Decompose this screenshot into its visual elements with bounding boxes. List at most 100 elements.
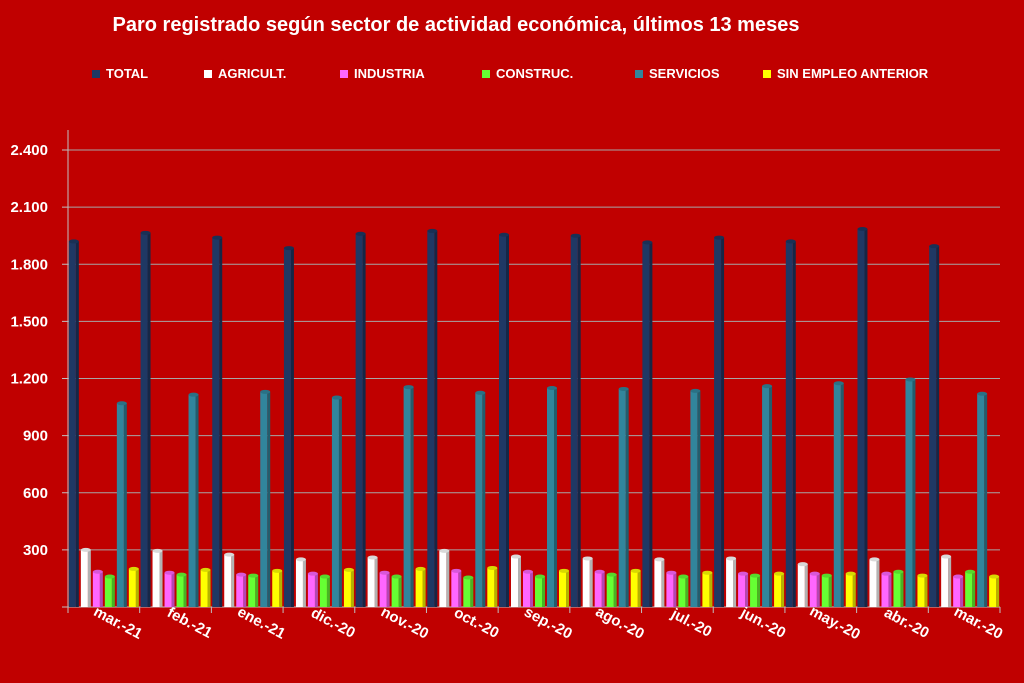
bar-top: [152, 548, 163, 553]
x-category-label: dic.-20: [308, 604, 358, 641]
bar: [272, 570, 280, 607]
bar-top: [547, 386, 557, 391]
y-tick-label: 900: [23, 428, 48, 445]
legend-label: AGRICULT.: [218, 66, 287, 81]
legend-swatch: [635, 69, 643, 78]
bar-side: [745, 573, 749, 607]
bar-top: [893, 569, 904, 574]
bar-side: [386, 572, 390, 607]
bar-side: [828, 575, 832, 607]
bar: [295, 559, 303, 607]
bar-top: [594, 569, 605, 574]
bar-top: [785, 239, 796, 244]
bar-side: [255, 575, 259, 607]
x-category-label: oct.-20: [451, 604, 502, 642]
bar-top: [188, 392, 199, 397]
bar-side: [566, 570, 569, 607]
bar-top: [917, 573, 928, 578]
bar-side: [87, 549, 91, 607]
bar-top: [762, 384, 773, 389]
bar-top: [92, 569, 103, 574]
bar-side: [721, 237, 725, 607]
bar-top: [68, 239, 79, 244]
bar-top: [104, 574, 115, 579]
bar-side: [804, 564, 808, 607]
bar-top: [535, 574, 545, 579]
legend-swatch: [340, 69, 348, 78]
x-category-label: ago.-20: [593, 603, 647, 643]
bar: [176, 574, 184, 607]
bar-side: [326, 576, 330, 607]
bar-side: [111, 576, 115, 607]
bar: [654, 559, 662, 607]
legend: TOTAL AGRICULT. INDUSTRIA CONSTRUC. SERVICIO…: [92, 66, 992, 84]
bar-side: [434, 230, 438, 608]
bar-top: [272, 568, 283, 573]
bar-side: [912, 379, 916, 607]
bar-top: [738, 571, 749, 576]
bar: [224, 554, 232, 607]
bar-side: [577, 235, 581, 607]
bar-side: [852, 573, 856, 607]
bar-side: [864, 229, 868, 607]
bar-side: [530, 571, 533, 607]
bar-top: [726, 556, 737, 561]
bar-side: [470, 577, 474, 607]
bar: [953, 576, 961, 607]
bar-top: [415, 566, 426, 571]
bar: [164, 572, 172, 607]
x-category-label: feb.-21: [164, 604, 215, 642]
bar: [833, 383, 841, 607]
bar-top: [559, 568, 569, 573]
bar-side: [984, 393, 988, 607]
x-category-label: mar.-21: [91, 603, 145, 643]
bar: [367, 557, 375, 607]
bar-top: [176, 572, 187, 577]
bar-side: [936, 246, 940, 608]
bar-side: [183, 574, 187, 607]
bar-top: [630, 568, 641, 573]
bar-side: [374, 557, 378, 607]
y-tick-label: 1.500: [10, 313, 48, 330]
legend-swatch: [482, 69, 490, 78]
bar: [463, 577, 471, 607]
x-category-label: abr.-20: [881, 604, 932, 642]
bar: [714, 237, 722, 607]
x-category-label: may.-20: [807, 603, 863, 644]
bar: [415, 568, 423, 607]
bar-top: [499, 232, 509, 237]
bar-side: [482, 392, 486, 607]
bar: [80, 549, 88, 607]
bar: [582, 558, 590, 607]
bar-top: [869, 557, 880, 562]
x-category-label: jun.-20: [737, 604, 789, 642]
bar-side: [518, 556, 521, 607]
bar: [68, 241, 76, 607]
bar: [642, 242, 650, 607]
bar: [821, 575, 829, 607]
bar-top: [343, 567, 354, 572]
bar-top: [833, 381, 844, 386]
bar-side: [159, 550, 163, 607]
bar-side: [231, 554, 235, 607]
bar: [451, 570, 459, 607]
bar: [678, 576, 686, 607]
bar-side: [219, 237, 223, 607]
bar: [774, 573, 782, 607]
bar: [523, 571, 530, 607]
bar-side: [948, 556, 952, 607]
bar-side: [350, 569, 354, 607]
bar-top: [582, 556, 593, 561]
bar-top: [905, 377, 916, 382]
bar-top: [809, 571, 820, 576]
legend-swatch: [92, 69, 100, 78]
bar: [989, 576, 997, 607]
bar-side: [314, 573, 318, 607]
bar-top: [260, 389, 271, 394]
bar: [343, 569, 351, 607]
bar-side: [972, 571, 976, 607]
bar: [594, 571, 602, 607]
bar: [929, 246, 937, 608]
x-category-label: mar.-20: [951, 603, 1005, 643]
bar-top: [702, 570, 713, 575]
